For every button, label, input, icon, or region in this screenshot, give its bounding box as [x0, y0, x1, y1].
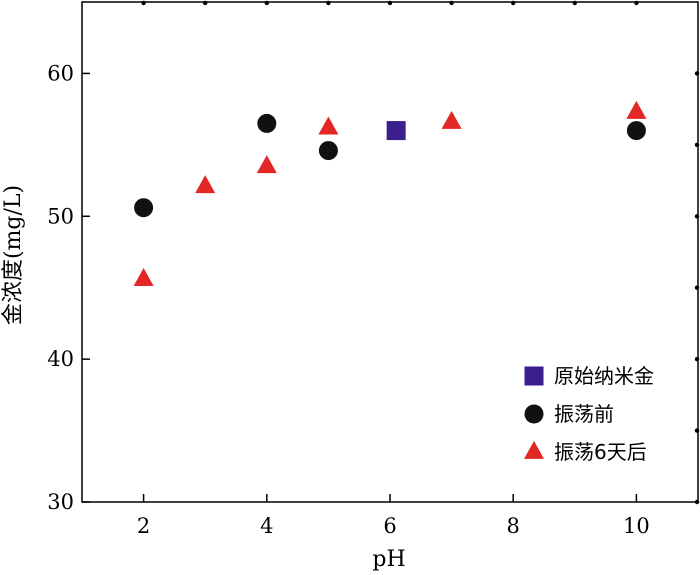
- triangle-data-point: [441, 110, 462, 129]
- circle-data-point: [318, 141, 338, 161]
- x-tick-mark-top: [387, 0, 393, 6]
- triangle-data-point: [256, 155, 277, 174]
- triangle-data-point: [318, 116, 339, 135]
- legend-triangle-marker: [524, 440, 544, 459]
- y-tick-label: 50: [47, 204, 74, 228]
- x-tick-label: 4: [260, 514, 273, 538]
- square-data-point: [386, 121, 406, 141]
- circle-data-point: [257, 113, 277, 133]
- y-tick-label: 60: [47, 61, 74, 85]
- triangle-data-point: [626, 100, 647, 119]
- y-tick-mark-right: [694, 71, 700, 76]
- triangle-data-point: [133, 267, 154, 286]
- x-tick-label: 2: [137, 514, 150, 538]
- x-tick-mark-top: [511, 0, 516, 6]
- y-minor-tick-right: [694, 428, 700, 433]
- legend-square-marker: [524, 366, 544, 386]
- y-minor-tick-right: [694, 285, 700, 290]
- y-axis-title: 金浓度(mg/L): [1, 185, 26, 325]
- legend-label: 振荡6天后: [554, 440, 647, 464]
- legend-label: 振荡前: [554, 402, 614, 426]
- circle-data-point: [626, 121, 646, 141]
- y-minor-tick-right: [694, 142, 700, 148]
- x-minor-tick-top: [203, 0, 208, 6]
- circle-data-point: [134, 198, 154, 218]
- y-tick-label: 40: [47, 347, 74, 371]
- triangle-data-point: [195, 175, 216, 194]
- x-tick-label: 8: [507, 514, 520, 538]
- plot-frame: [81, 1, 699, 503]
- x-tick-label: 10: [623, 514, 650, 538]
- x-tick-mark-top: [141, 0, 146, 6]
- x-axis-title: pH: [372, 547, 405, 572]
- y-tick-mark-right: [694, 214, 700, 219]
- x-minor-tick-top: [449, 0, 454, 6]
- x-tick-mark-top: [634, 0, 639, 6]
- x-minor-tick-top: [326, 0, 331, 6]
- x-minor-tick-top: [572, 0, 577, 6]
- x-tick-mark-top: [264, 0, 269, 6]
- y-tick-mark-right: [694, 356, 700, 362]
- y-tick-mark-right: [694, 499, 700, 505]
- plot-area: 2 4 6 8 10 30 40 50 60: [47, 0, 700, 538]
- legend-label: 原始纳米金: [554, 364, 654, 388]
- legend-circle-marker: [524, 404, 544, 424]
- x-tick-label: 6: [383, 514, 396, 538]
- y-tick-label: 30: [47, 490, 74, 514]
